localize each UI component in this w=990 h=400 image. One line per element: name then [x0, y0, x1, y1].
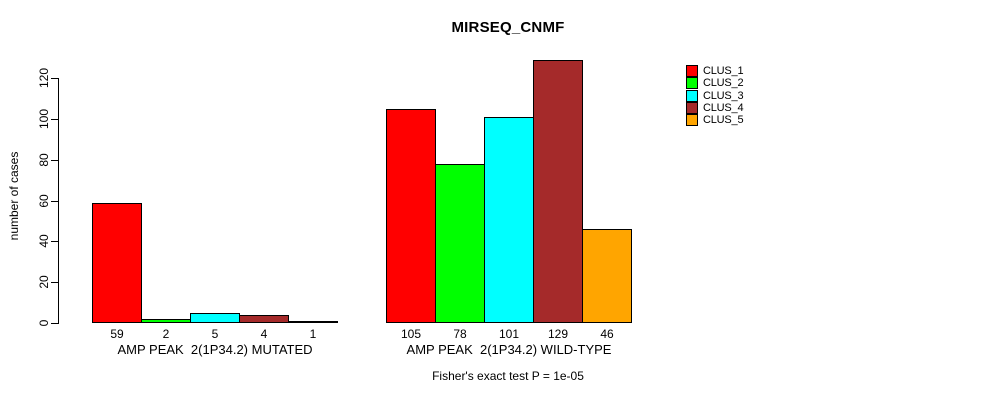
bar: [582, 229, 632, 323]
annotation-text: Fisher's exact test P = 1e-05: [432, 369, 584, 383]
y-tick: [51, 160, 58, 161]
legend: CLUS_1 CLUS_2 CLUS_3 CLUS_4 CLUS_5: [686, 65, 806, 135]
legend-swatch: [686, 77, 698, 89]
y-tick-label: 40: [37, 234, 51, 248]
y-axis-line: [58, 78, 59, 324]
y-tick: [51, 201, 58, 202]
bar: [288, 321, 338, 323]
bar: [484, 117, 534, 323]
y-tick: [51, 282, 58, 283]
legend-item: CLUS_1: [686, 65, 744, 77]
bar-value-label: 78: [453, 327, 467, 341]
bar-value-label: 4: [260, 327, 268, 341]
y-tick-label: 60: [37, 194, 51, 208]
legend-swatch: [686, 65, 698, 77]
bar-value-label: 5: [211, 327, 219, 341]
y-tick-label: 0: [37, 319, 51, 327]
bar: [533, 60, 583, 323]
y-tick: [51, 78, 58, 79]
bar-value-label: 101: [498, 327, 520, 341]
legend-label: CLUS_1: [703, 65, 744, 77]
legend-swatch: [686, 102, 698, 114]
bar: [239, 315, 289, 323]
legend-label: CLUS_4: [703, 102, 744, 114]
legend-label: CLUS_2: [703, 77, 744, 89]
bar-value-label: 59: [110, 327, 124, 341]
y-tick-label: 120: [37, 67, 51, 89]
bar-value-label: 105: [400, 327, 422, 341]
group-label: AMP PEAK 2(1P34.2) WILD-TYPE: [406, 342, 612, 357]
chart-title: MIRSEQ_CNMF: [451, 19, 565, 36]
y-tick-label: 80: [37, 153, 51, 167]
bar: [92, 203, 142, 323]
y-tick: [51, 241, 58, 242]
group-label: AMP PEAK 2(1P34.2) MUTATED: [117, 342, 313, 357]
legend-swatch: [686, 114, 698, 126]
bar-value-label: 2: [162, 327, 170, 341]
bar: [386, 109, 436, 323]
legend-label: CLUS_5: [703, 114, 744, 126]
bar-value-label: 1: [309, 327, 317, 341]
y-tick: [51, 323, 58, 324]
legend-label: CLUS_3: [703, 90, 744, 102]
y-tick: [51, 119, 58, 120]
legend-item: CLUS_2: [686, 77, 744, 89]
y-axis-title: number of cases: [7, 151, 21, 241]
bar: [141, 319, 191, 323]
legend-item: CLUS_5: [686, 114, 744, 126]
legend-swatch: [686, 90, 698, 102]
bar-value-label: 46: [600, 327, 614, 341]
y-tick-label: 100: [37, 108, 51, 130]
y-tick-label: 20: [37, 275, 51, 289]
bar-value-label: 129: [547, 327, 569, 341]
bar: [190, 313, 240, 323]
legend-item: CLUS_3: [686, 90, 744, 102]
bar: [435, 164, 485, 323]
legend-item: CLUS_4: [686, 102, 744, 114]
